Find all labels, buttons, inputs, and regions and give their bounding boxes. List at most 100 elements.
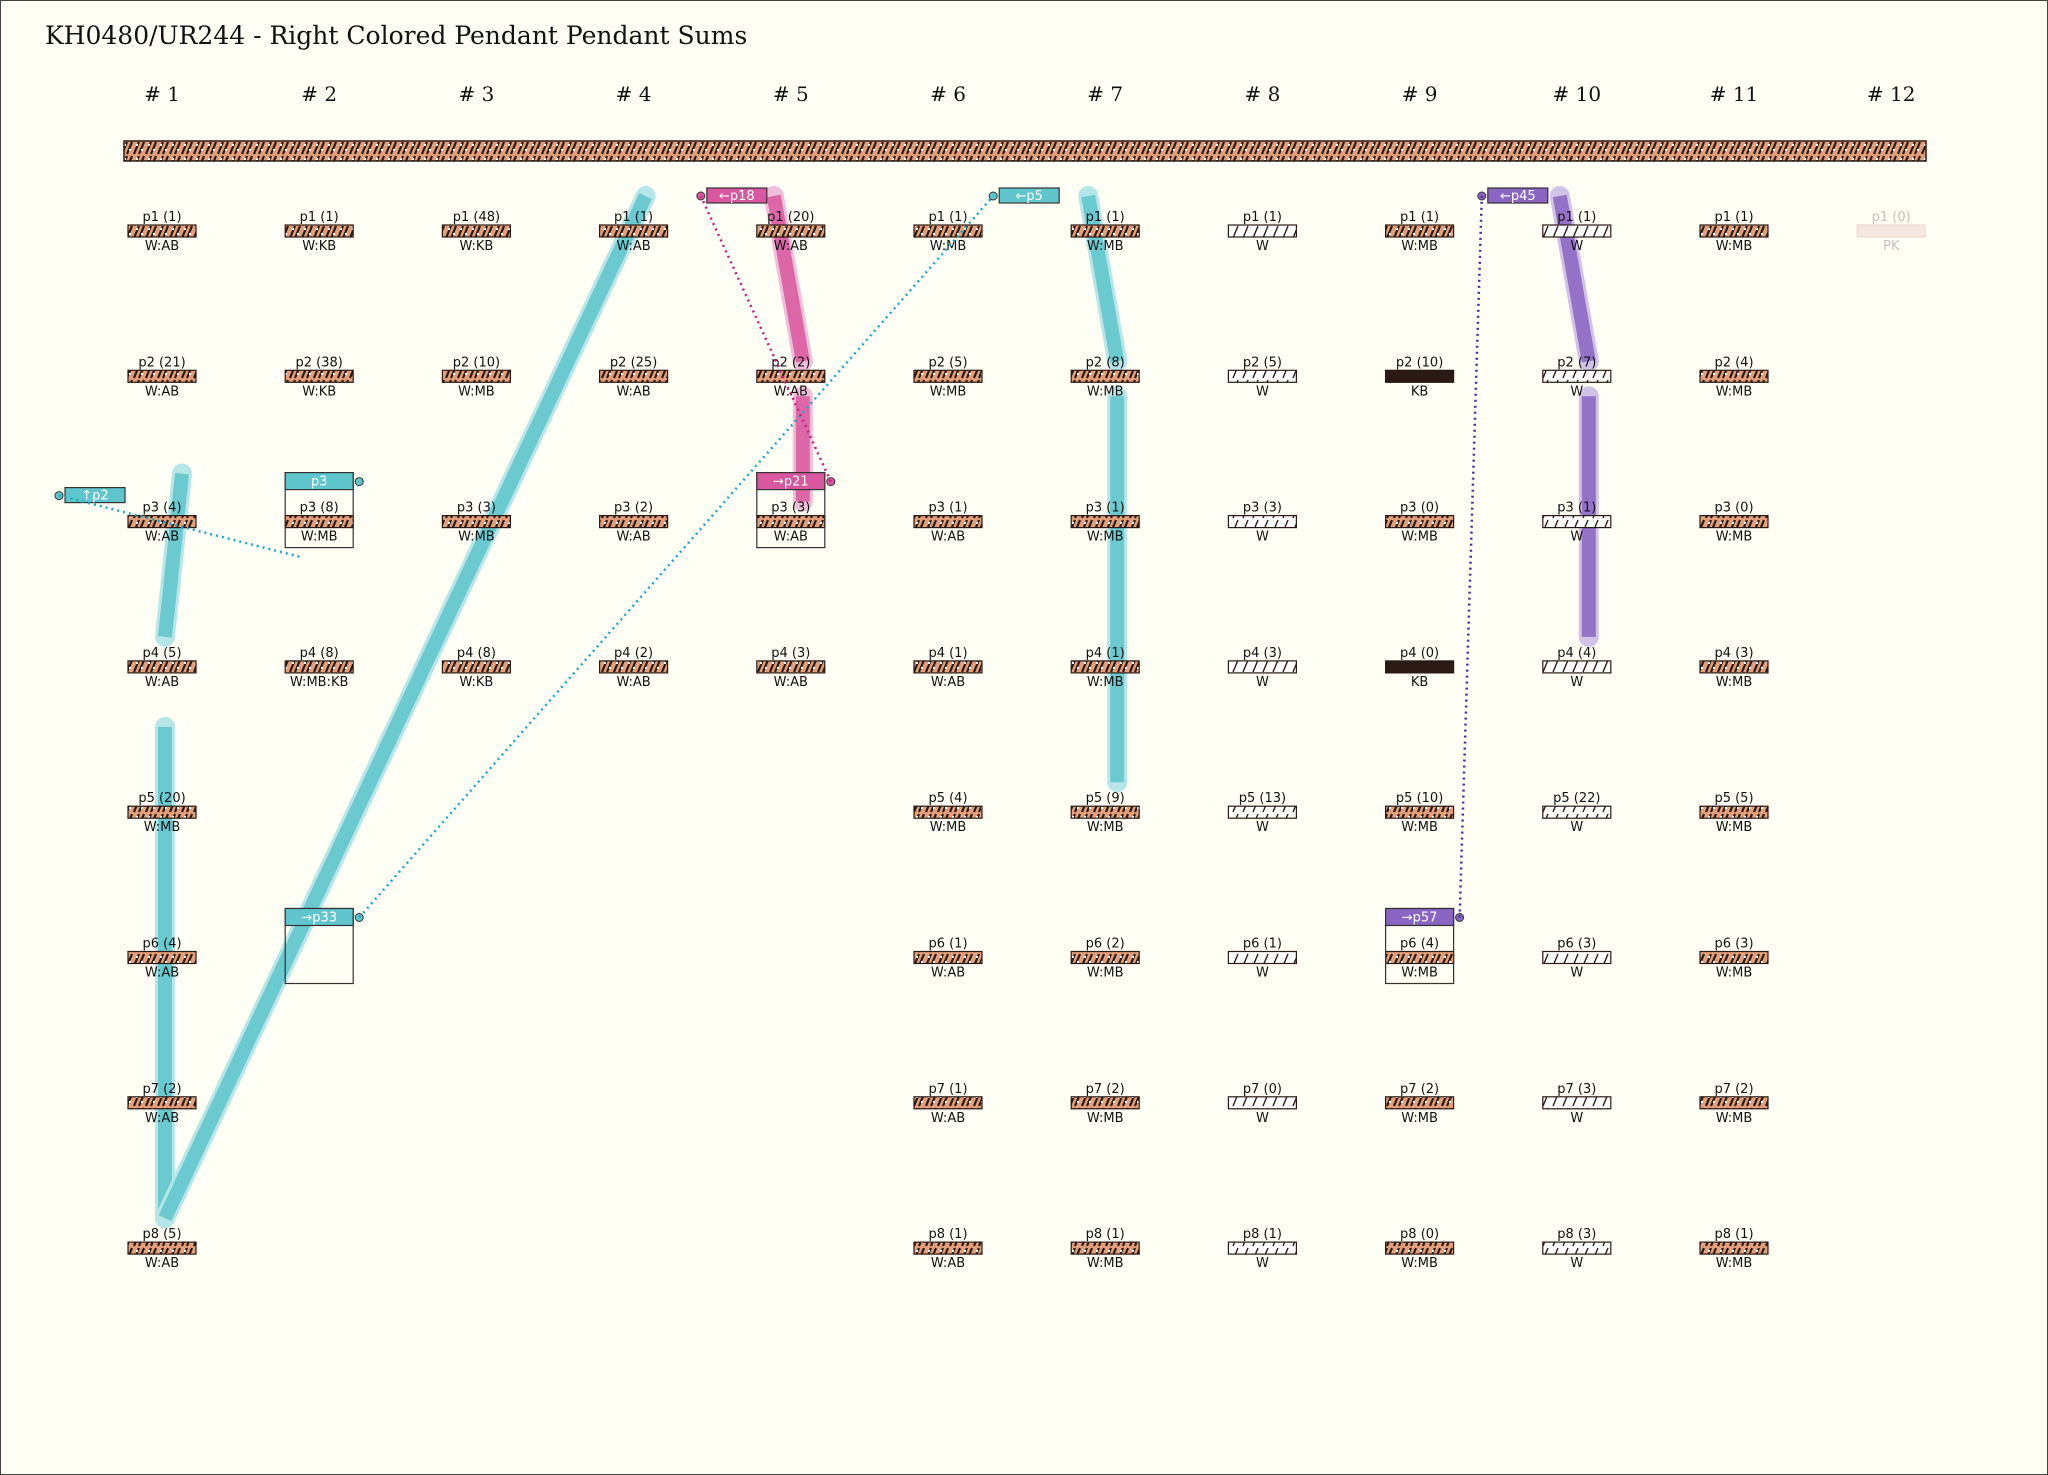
pendant-color-label: W <box>1570 530 1583 545</box>
pendant-cord-swatch <box>127 1096 197 1110</box>
pendant-name: p6 (4) <box>1400 937 1439 952</box>
pendant-cord: p4 (3) W <box>1227 646 1298 690</box>
pendant-name: p4 (0) <box>1400 646 1439 661</box>
pendant-color-label: W <box>1570 675 1583 690</box>
pendant-cord: p4 (0) KB <box>1384 646 1455 690</box>
pendant-cord: p3 (3) W:MB <box>441 501 511 545</box>
pendant-color-label: W:MB <box>1716 384 1753 399</box>
pendant-cord-swatch <box>913 1241 983 1255</box>
pendant-cord: p2 (7) W <box>1542 355 1612 399</box>
pendant-name: p8 (0) <box>1400 1227 1439 1242</box>
pendant-color-label: W:KB <box>302 239 336 254</box>
pendant-name: p8 (3) <box>1557 1227 1596 1242</box>
pendant-name: p7 (2) <box>1086 1082 1125 1097</box>
pendant-cord-swatch <box>1227 224 1298 238</box>
sum-group-cyan: p3 ↑p2 <box>54 472 364 559</box>
pendant-cord-swatch <box>441 660 511 674</box>
pendant-cord-swatch <box>127 950 197 965</box>
pendant-cord: p3 (1) W:AB <box>913 501 983 545</box>
pendant-color-label: W:AB <box>145 1256 179 1271</box>
pendant-name: p4 (1) <box>1086 646 1125 661</box>
pendant-color-label: W <box>1570 1111 1583 1126</box>
pendant-cord: p4 (3) W:AB <box>756 646 826 690</box>
pendant-color-label: W:MB <box>1716 530 1753 545</box>
pendant-cord-swatch <box>1699 224 1769 238</box>
pendant-color-label: KB <box>1411 675 1428 690</box>
pendant-color-label: W <box>1570 820 1583 835</box>
pendant-name: p6 (4) <box>142 937 181 952</box>
pendant-cord: p1 (48) W:KB <box>441 210 511 254</box>
pendant-name: p6 (2) <box>1086 937 1125 952</box>
pendant-cord-swatch <box>284 660 354 674</box>
pendant-cord-swatch <box>598 369 669 383</box>
column-header: # 3 <box>458 82 494 106</box>
pendant-cord-swatch <box>913 1096 983 1110</box>
pendant-cord: p5 (5) W:MB <box>1699 791 1769 835</box>
pendant-name: p3 (3) <box>771 501 810 516</box>
pendant-name: p8 (5) <box>142 1227 181 1242</box>
sum-group-purple: →p57 ←p45 <box>1384 187 1549 985</box>
pendant-cord-swatch <box>598 224 669 238</box>
pendant-cord-swatch <box>1384 805 1455 819</box>
pendant-name: p5 (13) <box>1239 791 1286 806</box>
pendant-color-label: W:AB <box>145 384 179 399</box>
pendant-name: p1 (1) <box>142 210 181 225</box>
sum-tag-box <box>1384 907 1455 927</box>
sum-band-cyan-d <box>1081 194 1125 363</box>
pendant-color-label: W:MB <box>1087 384 1124 399</box>
pendant-name: p7 (1) <box>928 1082 967 1097</box>
pendant-cord: p3 (3) W <box>1227 501 1298 545</box>
pendant-color-label: W:MB <box>1087 1111 1124 1126</box>
sum-ref-label: ←p45 <box>1500 189 1536 204</box>
pendant-cord: p4 (2) W:AB <box>598 646 669 690</box>
column-header: # 10 <box>1553 82 1602 106</box>
pendant-cord-swatch <box>1699 514 1769 529</box>
pendant-name: p2 (8) <box>1086 355 1125 370</box>
pendant-color-label: W:AB <box>145 966 179 981</box>
pendant-cord: p6 (4) W:AB <box>127 937 197 981</box>
pendant-cord: p3 (1) W <box>1542 501 1612 545</box>
column-header: # 4 <box>616 82 652 106</box>
pendant-name: p3 (3) <box>457 501 496 516</box>
pendant-name: p5 (5) <box>1714 791 1753 806</box>
pendant-cord: p3 (8) W:MB <box>284 501 354 545</box>
pendant-cord: p6 (1) W:AB <box>913 937 983 981</box>
pendant-name: p8 (1) <box>928 1227 967 1242</box>
pendant-cord-swatch <box>1699 1241 1769 1255</box>
pendant-cord-swatch <box>1227 660 1298 674</box>
pendant-name: p5 (22) <box>1553 791 1600 806</box>
pendant-color-label: W:AB <box>616 675 650 690</box>
sum-group-magenta: →p21 ←p18 <box>696 187 836 549</box>
column-header: # 1 <box>144 82 180 106</box>
pendant-name: p6 (1) <box>928 937 967 952</box>
pendant-color-label: W <box>1570 239 1583 254</box>
pendant-cord-swatch <box>913 660 983 674</box>
pendant-name: p3 (1) <box>1086 501 1125 516</box>
pendant-color-label: W:MB <box>930 384 967 399</box>
pendant-name: p5 (9) <box>1086 791 1125 806</box>
pendant-cord: p7 (2) W:MB <box>1070 1082 1140 1126</box>
pendant-color-label: W <box>1256 1111 1269 1126</box>
pendant-name: p2 (21) <box>138 355 185 370</box>
pendant-cord: p7 (0) W <box>1227 1082 1298 1126</box>
pendant-name: p1 (1) <box>1557 210 1596 225</box>
column-header: # 12 <box>1867 82 1916 106</box>
pendant-cord-swatch <box>1542 1096 1612 1110</box>
pendant-name: p2 (2) <box>771 355 810 370</box>
pendant-color-label: W:AB <box>774 384 808 399</box>
pendant-name: p3 (1) <box>928 501 967 516</box>
pendant-cord-swatch <box>1542 514 1612 529</box>
pendant-color-label: W:MB <box>1716 820 1753 835</box>
pendant-cord: p5 (10) W:MB <box>1384 791 1455 835</box>
sum-tag-label: →p57 <box>1402 911 1438 926</box>
pendant-cord: p2 (10) KB <box>1384 355 1455 399</box>
pendant-color-label: W:MB <box>1087 966 1124 981</box>
pendant-color-label: W:MB <box>301 530 338 545</box>
pendant-color-label: W:AB <box>616 530 650 545</box>
pendant-cord-swatch <box>1699 369 1769 383</box>
pendant-name: p3 (0) <box>1714 501 1753 516</box>
pendant-cord-swatch <box>913 369 983 383</box>
column-header: # 5 <box>773 82 809 106</box>
pendant-cord: p8 (1) W:AB <box>913 1227 983 1271</box>
pendant-cord-swatch <box>1384 660 1455 674</box>
